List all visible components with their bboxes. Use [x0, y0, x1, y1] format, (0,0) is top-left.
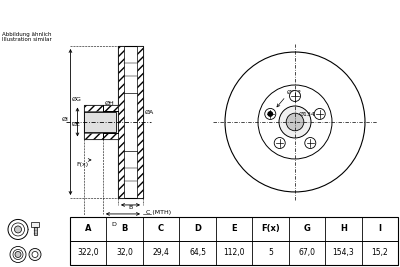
- Text: B: B: [122, 225, 128, 233]
- Text: 15,2: 15,2: [372, 249, 388, 257]
- Bar: [31, 222, 39, 227]
- Circle shape: [225, 52, 365, 192]
- Circle shape: [265, 108, 276, 119]
- Text: ate: ate: [303, 125, 347, 149]
- Circle shape: [14, 226, 22, 233]
- Circle shape: [10, 246, 26, 262]
- Text: ØI: ØI: [62, 116, 68, 121]
- Text: I: I: [378, 225, 381, 233]
- Text: ØH: ØH: [104, 101, 114, 106]
- Text: ØG: ØG: [72, 97, 81, 101]
- Bar: [118, 46, 124, 198]
- Text: F(x): F(x): [76, 162, 88, 167]
- Text: 64,5: 64,5: [189, 249, 206, 257]
- Circle shape: [268, 112, 272, 116]
- Circle shape: [29, 249, 41, 261]
- Bar: [137, 46, 143, 198]
- Circle shape: [13, 249, 23, 260]
- Text: 112,0: 112,0: [223, 249, 245, 257]
- Text: Illustration similar: Illustration similar: [2, 37, 52, 42]
- Text: 154,3: 154,3: [332, 249, 354, 257]
- Circle shape: [305, 138, 316, 148]
- Text: 32,0: 32,0: [116, 249, 133, 257]
- Text: 29,4: 29,4: [153, 249, 170, 257]
- Text: 532101: 532101: [268, 6, 332, 22]
- Circle shape: [15, 252, 21, 257]
- Bar: [103, 133, 118, 139]
- Text: C (MTH): C (MTH): [146, 210, 172, 215]
- Text: ØE: ØE: [72, 122, 81, 127]
- Text: H: H: [340, 225, 347, 233]
- Text: 5: 5: [268, 249, 273, 257]
- Bar: [84, 112, 116, 132]
- Circle shape: [32, 252, 38, 257]
- Text: 67,0: 67,0: [298, 249, 315, 257]
- Circle shape: [274, 138, 285, 148]
- Circle shape: [286, 113, 304, 131]
- Text: A: A: [85, 225, 92, 233]
- Text: D: D: [111, 222, 116, 227]
- Bar: [34, 227, 36, 235]
- Text: G: G: [304, 225, 310, 233]
- Text: 322,0: 322,0: [78, 249, 99, 257]
- Circle shape: [290, 91, 300, 101]
- Text: F(x): F(x): [261, 225, 280, 233]
- Text: Ø134: Ø134: [299, 112, 316, 117]
- Bar: [84, 134, 118, 139]
- Circle shape: [12, 223, 24, 236]
- Text: Abbildung ähnlich: Abbildung ähnlich: [2, 32, 52, 37]
- Circle shape: [314, 108, 325, 119]
- Text: C: C: [158, 225, 164, 233]
- Bar: [70, 217, 398, 265]
- Text: B: B: [128, 205, 133, 210]
- Text: E: E: [231, 225, 237, 233]
- Text: D: D: [194, 225, 201, 233]
- Text: 24.0332-0101.1: 24.0332-0101.1: [85, 6, 219, 22]
- Text: Ø9,2: Ø9,2: [287, 89, 302, 95]
- Bar: [118, 46, 143, 198]
- Bar: [103, 105, 118, 111]
- Circle shape: [258, 85, 332, 159]
- Text: ØA: ØA: [145, 110, 154, 115]
- Circle shape: [8, 219, 28, 239]
- Bar: [84, 105, 118, 139]
- Bar: [84, 105, 118, 111]
- Circle shape: [279, 106, 311, 138]
